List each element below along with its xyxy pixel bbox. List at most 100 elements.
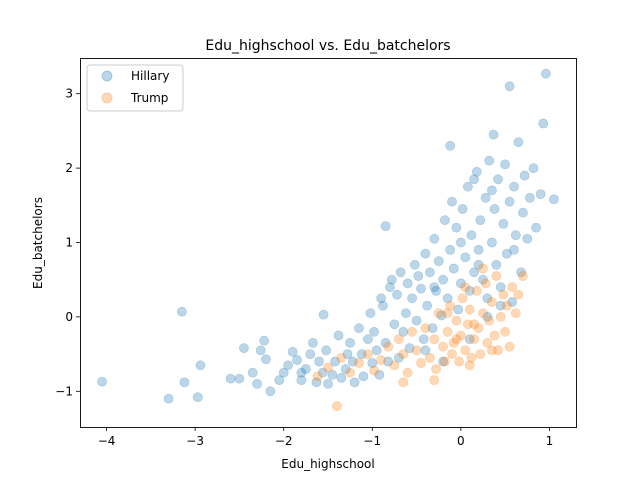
point-hillary: [518, 207, 528, 218]
point-hillary: [317, 367, 328, 378]
point-hillary: [460, 252, 471, 263]
point-hillary: [238, 343, 249, 353]
point-hillary: [323, 378, 333, 389]
point-hillary: [327, 369, 338, 380]
point-hillary: [407, 293, 417, 304]
point-hillary: [466, 230, 477, 240]
point-hillary: [354, 323, 364, 333]
point-hillary: [513, 137, 524, 147]
point-hillary: [519, 170, 530, 181]
y-tick-label: 3: [65, 87, 73, 101]
point-trump: [469, 319, 479, 330]
point-hillary: [541, 68, 551, 79]
point-trump: [354, 358, 364, 368]
point-hillary: [176, 306, 187, 317]
point-hillary: [488, 129, 499, 140]
point-hillary: [535, 189, 546, 199]
point-trump: [460, 282, 471, 292]
point-trump: [398, 349, 409, 359]
point-hillary: [510, 230, 521, 240]
point-hillary: [445, 140, 456, 151]
point-hillary: [469, 267, 479, 278]
point-trump: [471, 285, 482, 296]
point-trump: [491, 271, 502, 281]
point-hillary: [438, 274, 448, 285]
point-trump: [462, 319, 473, 330]
point-hillary: [225, 373, 236, 384]
x-tick-label: 0: [457, 434, 465, 448]
point-trump: [312, 371, 323, 382]
point-trump: [513, 289, 524, 300]
point-trump: [460, 345, 471, 356]
point-hillary: [259, 335, 270, 346]
legend-marker-hillary: [101, 70, 113, 82]
point-hillary: [411, 315, 422, 326]
point-hillary: [482, 293, 493, 304]
point-hillary: [278, 367, 289, 378]
point-hillary: [438, 356, 448, 367]
point-trump: [398, 377, 409, 388]
point-hillary: [504, 196, 515, 207]
point-trump: [429, 334, 440, 345]
point-hillary: [340, 364, 351, 374]
point-hillary: [371, 345, 382, 356]
point-hillary: [393, 352, 404, 363]
point-hillary: [500, 159, 510, 170]
y-axis-label: Edu_batchelors: [31, 197, 45, 289]
point-hillary: [445, 244, 456, 255]
point-hillary: [480, 192, 491, 203]
point-trump: [336, 352, 347, 363]
point-hillary: [439, 215, 450, 226]
point-hillary: [504, 81, 515, 92]
point-trump: [495, 311, 506, 322]
point-hillary: [369, 326, 379, 337]
point-trump: [442, 326, 453, 337]
point-trump: [402, 367, 413, 378]
point-trump: [431, 364, 441, 374]
point-hillary: [318, 309, 329, 320]
point-hillary: [429, 282, 440, 292]
point-hillary: [389, 319, 400, 330]
legend: Hillary Trump: [86, 64, 184, 112]
point-hillary: [436, 310, 447, 321]
point-hillary: [404, 343, 415, 353]
point-hillary: [179, 377, 190, 388]
point-hillary: [495, 300, 506, 311]
point-hillary: [498, 218, 509, 229]
point-trump: [507, 282, 518, 292]
point-trump: [433, 308, 444, 319]
point-hillary: [409, 259, 420, 270]
point-hillary: [413, 271, 424, 281]
point-trump: [438, 341, 448, 352]
point-trump: [439, 356, 450, 367]
point-trump: [489, 330, 500, 341]
point-hillary: [398, 326, 409, 337]
y-tick-label: 0: [65, 310, 73, 324]
point-hillary: [163, 393, 174, 404]
point-hillary: [473, 244, 484, 255]
point-trump: [454, 356, 464, 367]
x-tick-label: −4: [98, 434, 116, 448]
point-hillary: [395, 267, 406, 278]
point-hillary: [333, 330, 344, 341]
x-tick-label: −2: [275, 434, 293, 448]
point-hillary: [509, 181, 519, 192]
point-hillary: [97, 376, 107, 387]
point-hillary: [484, 155, 495, 166]
point-trump: [416, 358, 426, 368]
point-trump: [389, 360, 400, 371]
point-hillary: [457, 204, 468, 214]
point-hillary: [427, 323, 438, 333]
point-hillary: [455, 237, 466, 248]
x-tick-label: −1: [363, 434, 381, 448]
point-hillary: [195, 360, 206, 371]
point-hillary: [448, 263, 459, 274]
point-hillary: [362, 334, 373, 345]
point-hillary: [464, 285, 475, 296]
point-hillary: [538, 118, 549, 129]
point-hillary: [473, 259, 484, 270]
point-trump: [500, 326, 510, 337]
point-trump: [451, 334, 462, 345]
point-hillary: [420, 345, 431, 356]
point-trump: [345, 367, 355, 378]
